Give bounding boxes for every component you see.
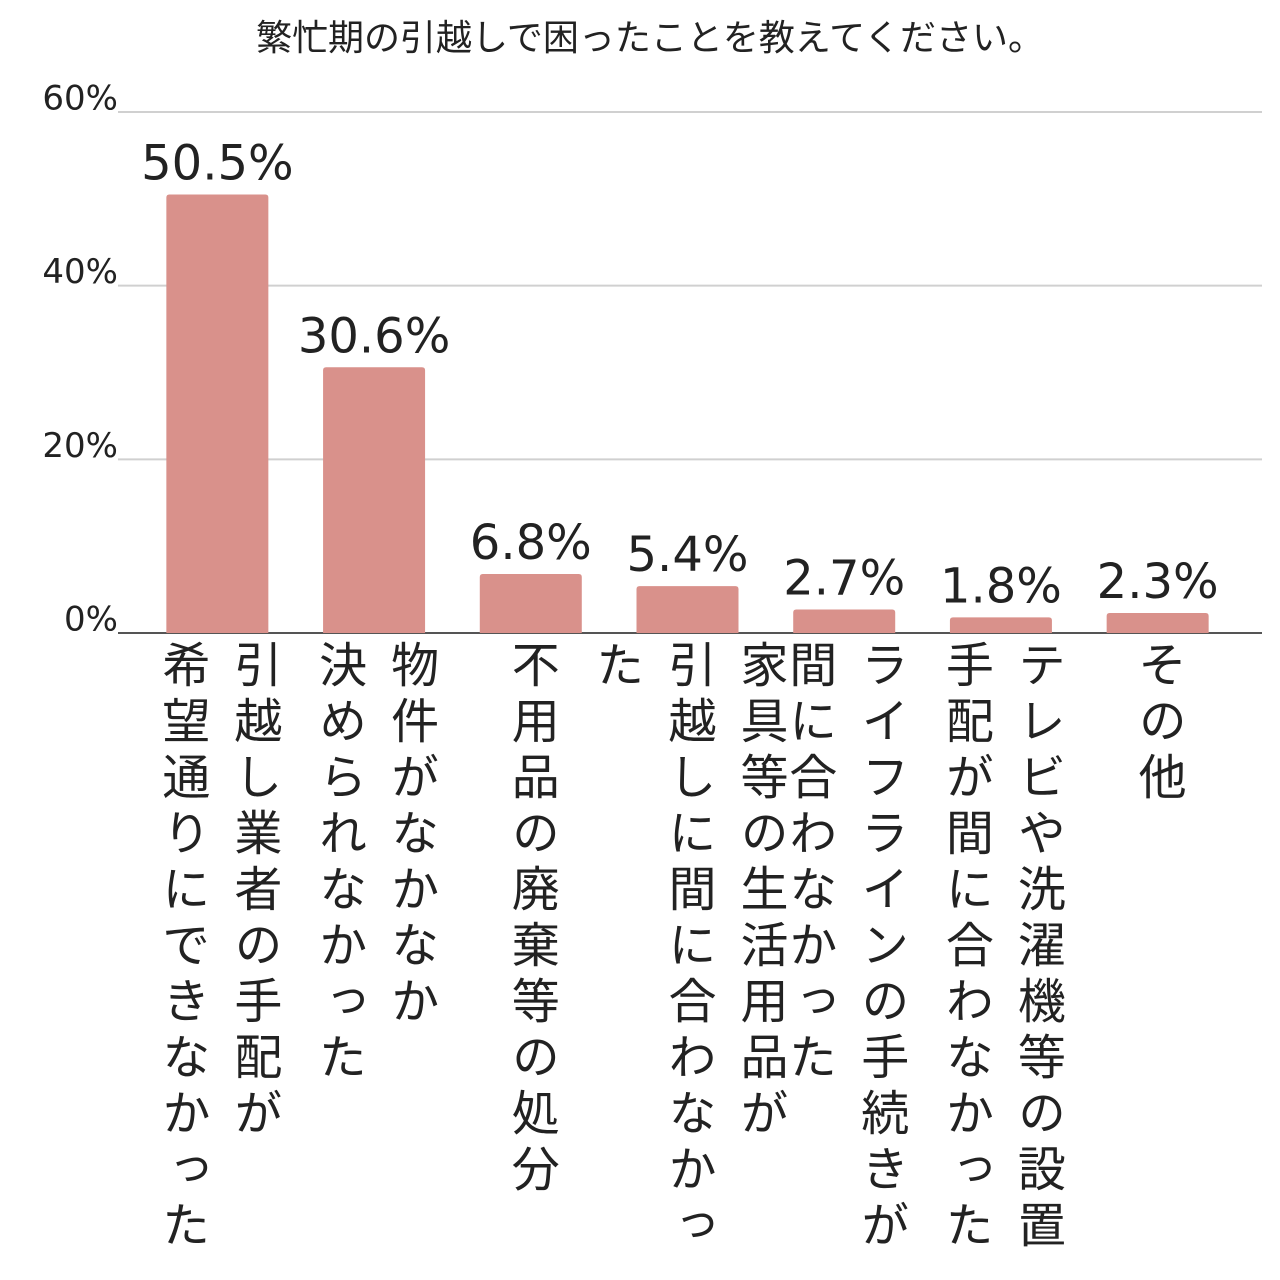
x-tick-label: 不用品の廃棄等の処分 [502, 640, 559, 1200]
y-tick-label: 60% [42, 79, 118, 119]
x-tick-label: テレビや洗濯機等の設置 手配が間に合わなかった [936, 640, 1065, 1256]
bar [636, 586, 739, 633]
value-label: 2.3% [1097, 554, 1219, 610]
value-label: 6.8% [470, 515, 592, 571]
x-tick-label: その他 [1129, 640, 1186, 808]
bar [949, 617, 1052, 633]
value-label: 2.7% [783, 551, 905, 607]
value-label: 50.5% [141, 135, 293, 191]
value-label: 30.6% [298, 308, 450, 364]
y-tick-label: 40% [42, 252, 118, 292]
x-tick-label: ライフラインの手続きが 間に合わなかった [780, 640, 909, 1256]
value-label: 5.4% [627, 527, 749, 583]
chart-title: 繁忙期の引越しで困ったことを教えてください。 [256, 18, 1044, 59]
x-tick-label: 家具等の生活用品が 引越しに間に合わなかった [587, 640, 788, 1256]
bar [1106, 613, 1209, 633]
bar [793, 609, 896, 633]
y-tick-label: 20% [42, 426, 118, 466]
bar [323, 367, 426, 633]
x-tick-label: 引越し業者の手配が 希望通りにできなかった [153, 640, 282, 1256]
bar [166, 194, 269, 633]
bar [479, 573, 582, 633]
y-tick-label: 0% [64, 600, 118, 640]
value-label: 1.8% [940, 558, 1062, 614]
x-tick-label: 物件がなかなか 決められなかった [310, 640, 439, 1088]
